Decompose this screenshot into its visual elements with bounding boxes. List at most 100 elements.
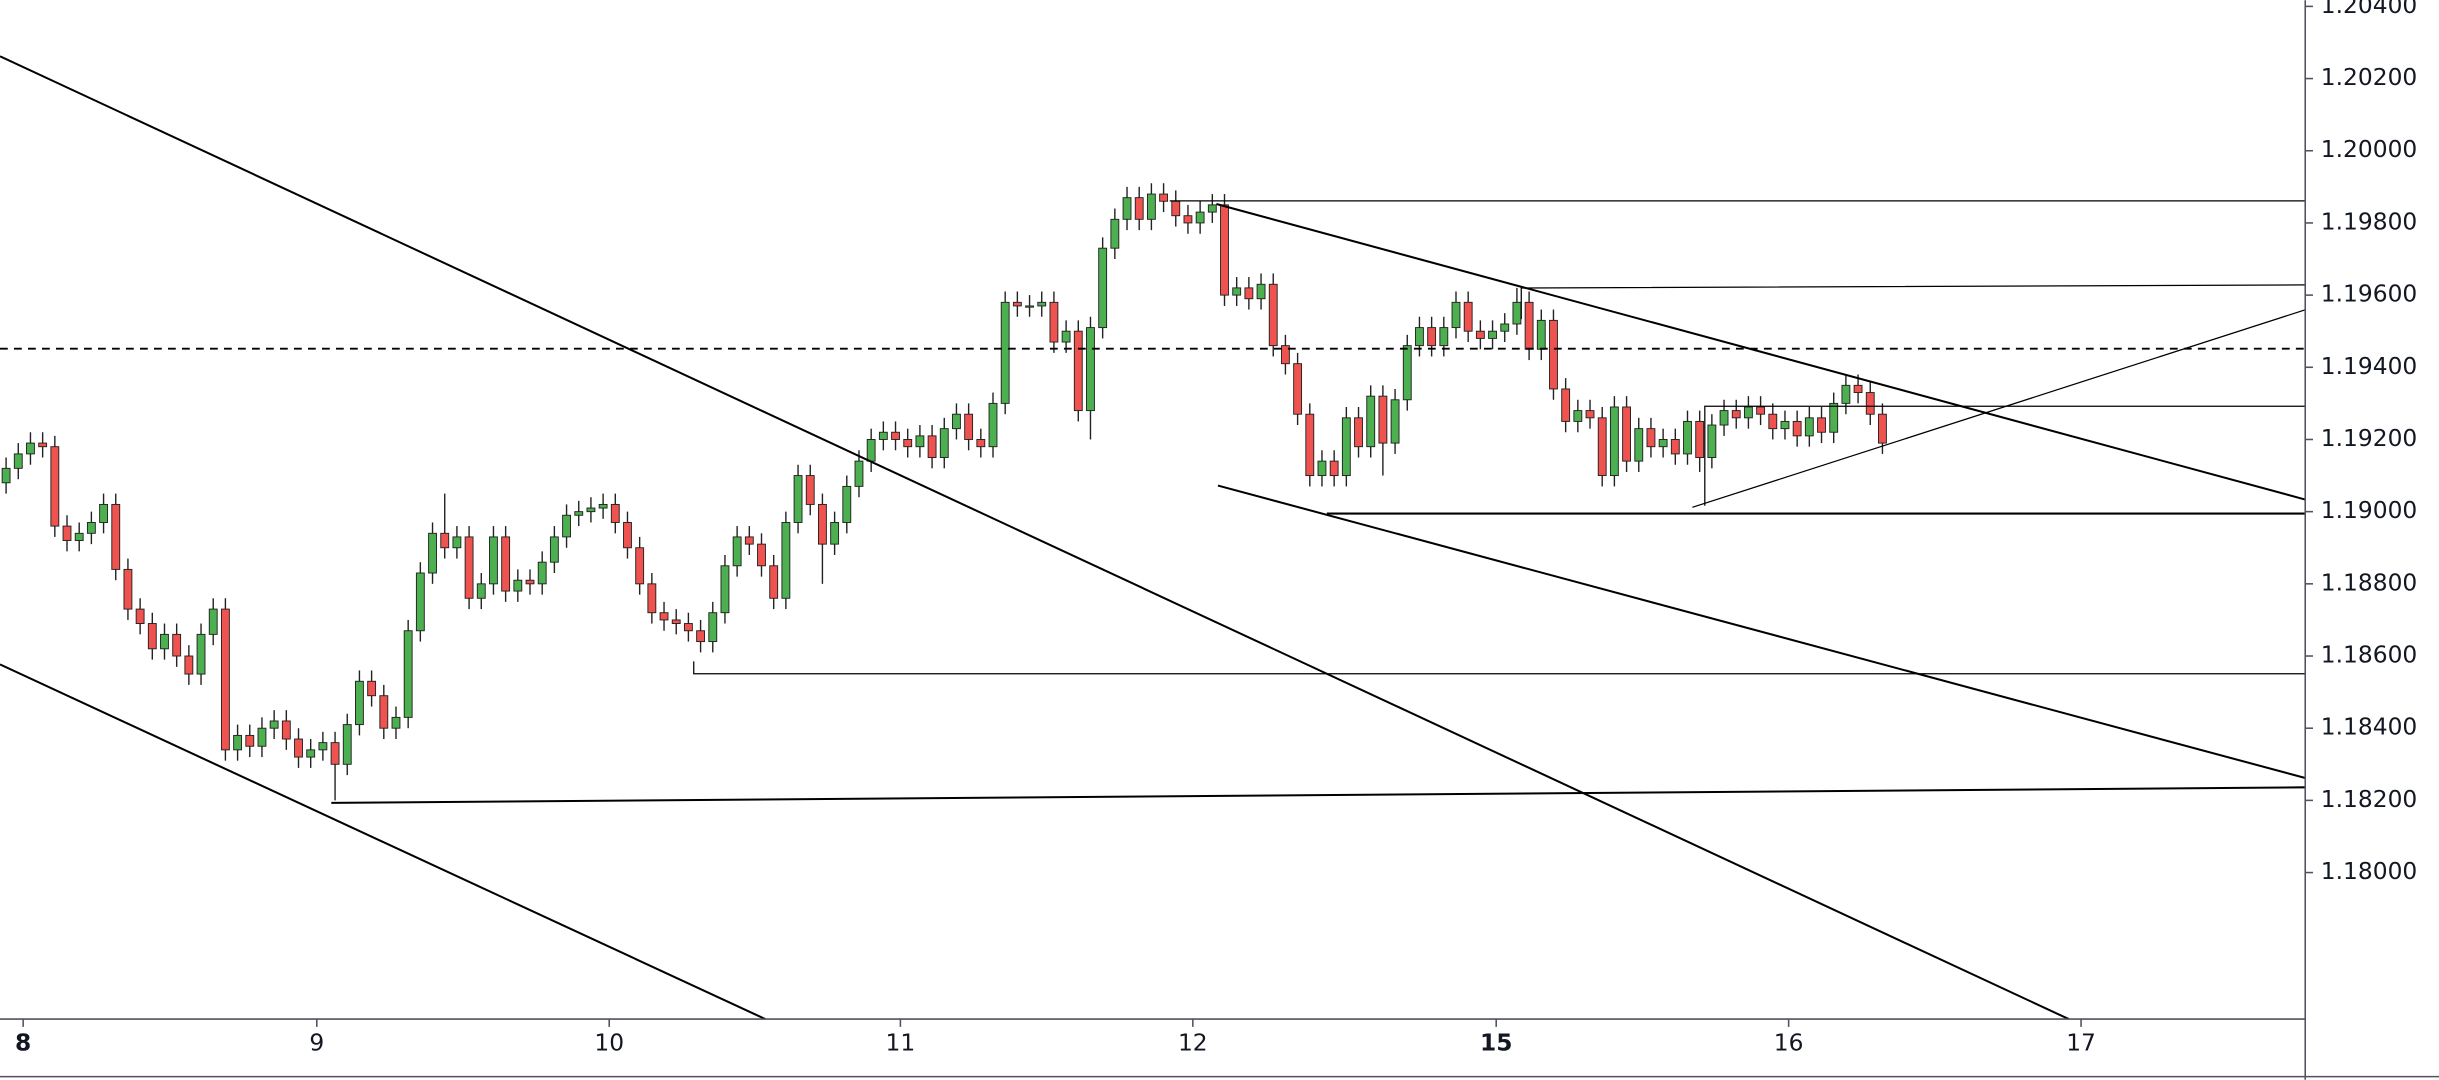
candle-body (38, 442, 48, 448)
candle-body (1098, 247, 1108, 329)
candle-body (1402, 345, 1412, 401)
candle-body (1256, 283, 1266, 300)
candle-body (1695, 420, 1705, 458)
trend-line (1216, 203, 2306, 501)
candle-body (1354, 417, 1363, 448)
candle-body (1232, 287, 1242, 296)
candle-body (1500, 323, 1510, 332)
candle-body (1536, 319, 1546, 350)
candle-body (1646, 428, 1656, 448)
candle-body (1512, 301, 1522, 325)
candle-body (1488, 330, 1497, 339)
candle-body (1549, 319, 1558, 390)
candle-body (208, 608, 218, 635)
candle-body (330, 742, 340, 765)
candle-body (1390, 399, 1400, 444)
candle-body (62, 525, 72, 541)
candle-body (379, 695, 389, 729)
candle-body (696, 630, 706, 643)
candle-body (1658, 439, 1668, 448)
candle-body (952, 413, 961, 430)
y-tick-label: 1.20000 (2321, 135, 2417, 163)
candle-body (403, 630, 413, 718)
candle-body (415, 572, 425, 632)
candle-body (1427, 327, 1437, 347)
level-line (1520, 284, 2306, 320)
y-tick-label: 1.18600 (2321, 641, 2417, 669)
candle-body (623, 522, 632, 549)
candle-body (74, 532, 84, 541)
candle-body (1, 467, 11, 484)
candle-body (476, 583, 486, 599)
candle-body (1597, 417, 1607, 477)
candle-body (1622, 406, 1632, 462)
candle-body (269, 720, 279, 729)
candle-body (123, 568, 133, 610)
candle-body (1049, 301, 1059, 343)
candle-body (1061, 330, 1071, 343)
candle-body (757, 543, 766, 567)
candle-body (1865, 392, 1875, 415)
candle-body (1244, 287, 1254, 300)
candle-body (1731, 410, 1741, 419)
candle-body (428, 532, 437, 574)
price-axis-panel (2305, 0, 2439, 1080)
x-tick-label: 15 (1480, 1028, 1512, 1056)
candle-body (50, 446, 60, 527)
candle-body (1573, 410, 1583, 422)
candle-body (233, 734, 243, 751)
candle-body (1780, 420, 1790, 430)
candle-body (1451, 301, 1461, 329)
candle-body (549, 536, 559, 563)
y-tick-label: 1.18800 (2321, 568, 2417, 596)
candle-body (13, 453, 23, 469)
candle-body (501, 536, 511, 592)
drawings (0, 55, 2306, 1021)
candle-body (1207, 204, 1217, 213)
candle-body (1110, 218, 1120, 249)
candle-body (147, 623, 157, 650)
candle-body (245, 734, 255, 747)
candle-body (318, 742, 328, 751)
candle-body (915, 435, 925, 448)
candle-body (927, 435, 937, 458)
y-tick-label: 1.18000 (2321, 857, 2417, 885)
y-tick-label: 1.19400 (2321, 352, 2417, 380)
candle-body (525, 579, 535, 585)
trend-line (0, 663, 766, 1021)
candle-body (1817, 417, 1826, 433)
candle-body (1086, 327, 1095, 412)
candle-body (891, 431, 900, 440)
candle-body (1683, 420, 1692, 455)
candle-body (1025, 305, 1034, 308)
candle-body (1609, 406, 1619, 477)
trend-line (1217, 484, 2306, 779)
candle-body (86, 522, 96, 534)
candle-body (26, 442, 35, 455)
candle-body (744, 536, 754, 545)
x-tick-label: 9 (309, 1028, 324, 1056)
candle-body (1366, 395, 1376, 448)
candle-body (1341, 417, 1351, 477)
candle-body (1670, 439, 1680, 455)
x-tick-label: 12 (1178, 1028, 1208, 1056)
candle-body (111, 503, 121, 570)
candle-body (939, 428, 949, 458)
y-tick-label: 1.19600 (2321, 280, 2417, 308)
candle-body (1317, 460, 1327, 477)
candle-body (440, 532, 450, 549)
candle-body (1305, 413, 1315, 477)
candle-body (574, 511, 584, 516)
candle-body (1073, 330, 1083, 412)
candle-body (220, 608, 230, 751)
x-tick-label: 11 (886, 1028, 916, 1056)
candle-body (671, 619, 681, 625)
candle-body (1634, 428, 1644, 462)
candle-body (976, 439, 986, 448)
candle-body (720, 565, 730, 614)
candle-body (464, 536, 474, 599)
candle-body (172, 633, 182, 657)
support-line (331, 786, 2306, 804)
